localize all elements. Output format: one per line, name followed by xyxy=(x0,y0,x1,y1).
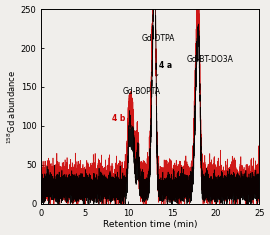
Text: Gd-BOPTA: Gd-BOPTA xyxy=(122,87,160,96)
Y-axis label: $^{158}$Gd abundance: $^{158}$Gd abundance xyxy=(6,69,18,144)
Text: 4 a: 4 a xyxy=(157,61,172,75)
Text: Gd-DTPA: Gd-DTPA xyxy=(141,34,175,43)
Text: Gd-BT-DO3A: Gd-BT-DO3A xyxy=(187,55,234,64)
X-axis label: Retention time (min): Retention time (min) xyxy=(103,220,198,229)
Text: 4 b: 4 b xyxy=(112,114,130,128)
